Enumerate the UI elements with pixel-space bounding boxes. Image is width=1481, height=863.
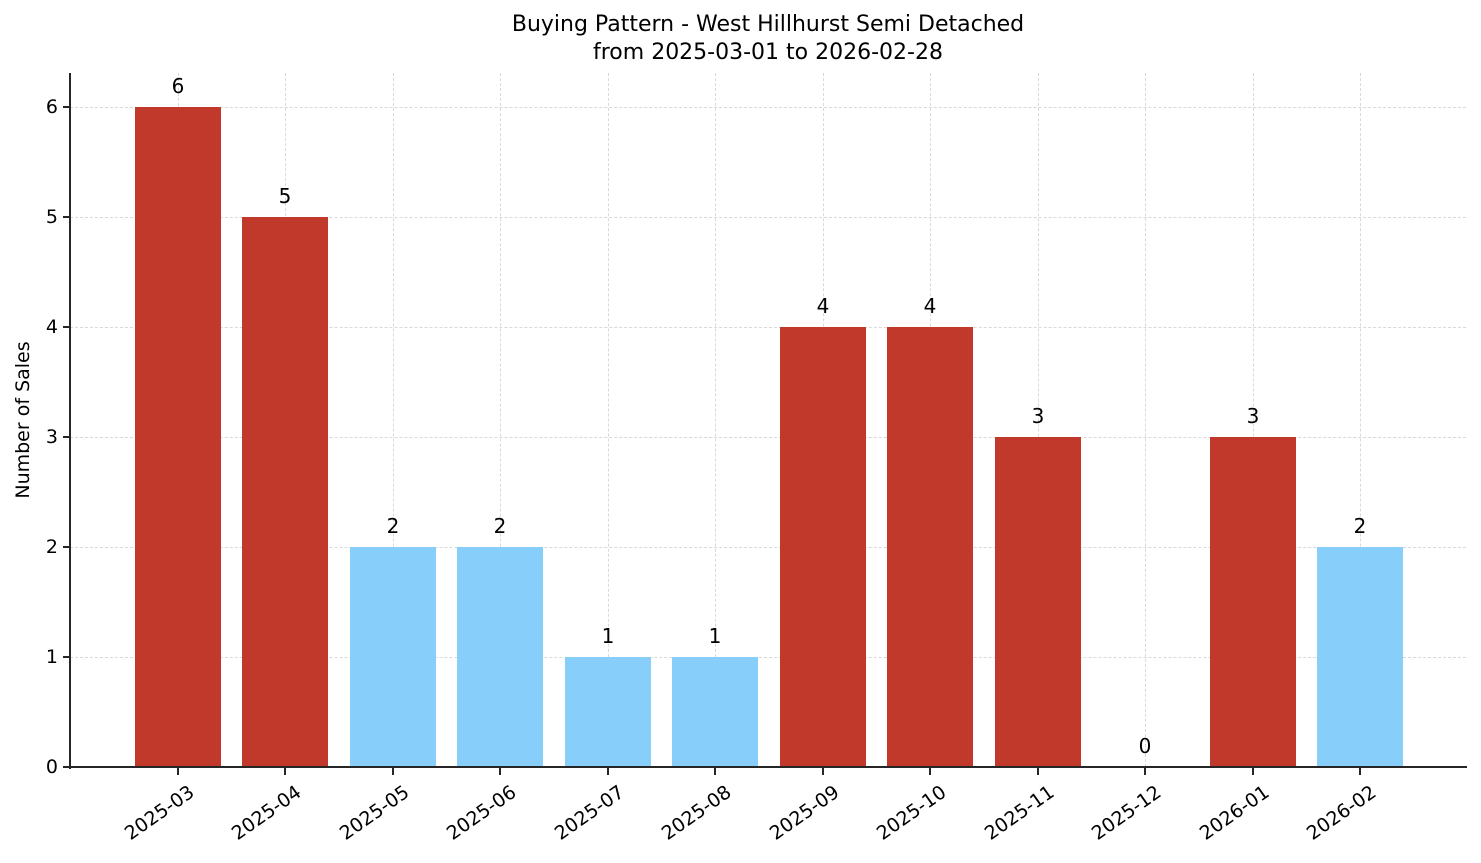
h-gridline [70,657,1466,658]
v-gridline [1253,73,1254,767]
bar-value-label: 1 [708,624,722,648]
x-tick-label: 2026-02 [1302,781,1381,845]
bar-value-label: 4 [816,294,830,318]
v-gridline [715,73,716,767]
y-tick [63,436,70,438]
x-tick-label: 2026-01 [1195,781,1274,845]
y-tick [63,326,70,328]
bar-2025-08 [672,657,758,767]
x-tick-label: 2025-05 [335,781,414,845]
h-gridline [70,107,1466,108]
y-tick [63,546,70,548]
y-tick-label: 6 [45,96,58,118]
bar-2025-10 [887,327,973,767]
v-gridline [393,73,394,767]
x-tick [929,768,931,775]
v-gridline [500,73,501,767]
bar-2026-02 [1317,547,1403,767]
y-tick [63,766,70,768]
x-tick [499,768,501,775]
x-tick-label: 2025-10 [872,781,951,845]
bar-2026-01 [1210,437,1296,767]
h-gridline [70,547,1466,548]
x-tick [1252,768,1254,775]
v-gridline [1145,73,1146,767]
y-tick [63,656,70,658]
x-tick-label: 2025-09 [765,781,844,845]
y-tick-label: 5 [45,206,58,228]
bar-2025-06 [457,547,543,767]
x-tick [607,768,609,775]
bar-value-label: 6 [171,74,185,98]
chart-subtitle: from 2025-03-01 to 2026-02-28 [593,40,943,65]
x-tick-label: 2025-11 [980,781,1059,845]
bar-2025-05 [350,547,436,767]
bar-2025-03 [135,107,221,767]
x-tick-label: 2025-03 [120,781,199,845]
bar-2025-07 [565,657,651,767]
x-tick [177,768,179,775]
x-tick [1144,768,1146,775]
x-tick-label: 2025-04 [227,781,306,845]
bar-value-label: 0 [1138,734,1152,758]
x-axis-spine [69,766,1467,768]
x-tick [392,768,394,775]
y-axis-label: Number of Sales [12,341,34,499]
x-tick [1359,768,1361,775]
bar-value-label: 2 [386,514,400,538]
h-gridline [70,327,1466,328]
v-gridline [608,73,609,767]
bar-value-label: 4 [923,294,937,318]
bar-value-label: 3 [1246,404,1260,428]
bar-2025-11 [995,437,1081,767]
bar-value-label: 3 [1031,404,1045,428]
y-tick-label: 4 [45,316,58,338]
x-tick [822,768,824,775]
x-tick-label: 2025-06 [442,781,521,845]
y-axis-spine [69,73,71,769]
x-tick-label: 2025-08 [657,781,736,845]
bar-2025-09 [780,327,866,767]
y-tick-label: 0 [45,756,58,778]
x-tick [284,768,286,775]
bar-value-label: 5 [278,184,292,208]
x-tick [1037,768,1039,775]
y-tick [63,216,70,218]
bar-value-label: 1 [601,624,615,648]
v-gridline [1038,73,1039,767]
bar-2025-04 [242,217,328,767]
x-tick [714,768,716,775]
v-gridline [1360,73,1361,767]
h-gridline [70,217,1466,218]
chart-title-line1: Buying Pattern - West Hillhurst Semi Det… [511,12,1025,37]
y-tick-label: 1 [45,646,58,668]
x-tick-label: 2025-12 [1087,781,1166,845]
h-gridline [70,437,1466,438]
y-tick [63,106,70,108]
bar-value-label: 2 [1353,514,1367,538]
y-tick-label: 2 [45,536,58,558]
y-tick-label: 3 [45,426,58,448]
x-tick-label: 2025-07 [550,781,629,845]
bar-value-label: 2 [493,514,507,538]
